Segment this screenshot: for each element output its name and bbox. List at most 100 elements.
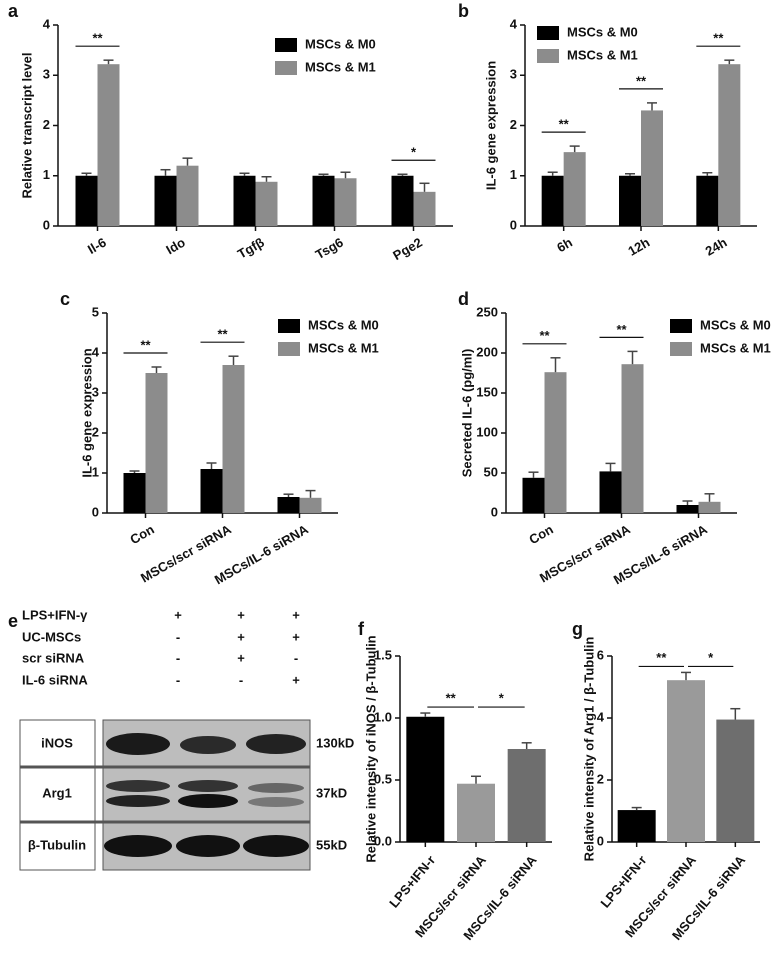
y-axis-title: IL-6 gene expression bbox=[483, 61, 498, 190]
condition-mark: + bbox=[174, 607, 182, 622]
significance-label: ** bbox=[140, 337, 151, 352]
bar bbox=[154, 175, 177, 226]
condition-label: IL-6 siRNA bbox=[22, 672, 88, 687]
x-tick-label: 6h bbox=[554, 235, 575, 256]
bar bbox=[299, 497, 322, 513]
y-tick-label: 0.0 bbox=[374, 833, 392, 848]
significance-label: ** bbox=[92, 31, 103, 46]
condition-mark: + bbox=[237, 629, 245, 644]
bar bbox=[312, 175, 335, 226]
panel-letter: c bbox=[60, 289, 70, 309]
x-tick-label: Con bbox=[526, 522, 555, 548]
bar bbox=[277, 497, 300, 513]
bar bbox=[522, 477, 545, 513]
y-tick-label: 200 bbox=[476, 344, 498, 359]
legend-swatch bbox=[275, 38, 297, 52]
significance-label: ** bbox=[559, 117, 570, 132]
x-tick-label: LPS+IFN-r bbox=[597, 852, 649, 910]
legend-label: MSCs & M1 bbox=[567, 47, 638, 62]
y-axis-title: Relative intensity of iNOS / β-Tubulin bbox=[363, 635, 378, 862]
bar bbox=[718, 64, 741, 226]
y-axis-title: Relative transcript level bbox=[19, 53, 34, 199]
bar bbox=[97, 64, 120, 226]
y-tick-label: 0 bbox=[510, 217, 517, 232]
bar bbox=[544, 372, 567, 513]
bar bbox=[406, 716, 445, 842]
significance-label: * bbox=[499, 690, 505, 705]
bar bbox=[200, 469, 223, 513]
condition-mark: + bbox=[237, 650, 245, 665]
y-tick-label: 3 bbox=[92, 384, 99, 399]
bar bbox=[334, 178, 357, 226]
legend-label: MSCs & M1 bbox=[308, 340, 379, 355]
condition-label: scr siRNA bbox=[22, 650, 85, 665]
bar bbox=[563, 152, 586, 226]
band-name: iNOS bbox=[41, 735, 73, 750]
legend-label: MSCs & M0 bbox=[308, 317, 379, 332]
blot-panel: e bbox=[8, 611, 311, 871]
bar bbox=[621, 364, 644, 513]
bar bbox=[457, 783, 495, 842]
significance-label: * bbox=[708, 650, 714, 665]
legend-swatch bbox=[275, 61, 297, 75]
x-tick-label: Pge2 bbox=[390, 235, 424, 264]
significance-label: ** bbox=[713, 31, 724, 46]
x-tick-label: Ido bbox=[163, 235, 187, 258]
band bbox=[243, 835, 309, 857]
y-tick-label: 100 bbox=[476, 424, 498, 439]
bar bbox=[667, 680, 705, 842]
legend-label: MSCs & M0 bbox=[305, 36, 376, 51]
band bbox=[246, 734, 306, 754]
bar bbox=[599, 471, 622, 513]
significance-label: ** bbox=[656, 650, 667, 665]
legend-label: MSCs & M1 bbox=[305, 59, 376, 74]
band-size: 37kD bbox=[316, 785, 347, 800]
condition-label: LPS+IFN-γ bbox=[22, 607, 88, 622]
x-tick-label: Tsg6 bbox=[313, 235, 346, 263]
y-tick-label: 250 bbox=[476, 304, 498, 319]
bar bbox=[145, 373, 168, 513]
band bbox=[106, 795, 170, 807]
y-axis-title: Secreted IL-6 (pg/ml) bbox=[459, 349, 474, 478]
band-size: 130kD bbox=[316, 735, 354, 750]
y-axis-title: Relative intensity of Arg1 / β-Tubulin bbox=[581, 637, 596, 862]
bar bbox=[617, 810, 656, 842]
band bbox=[248, 797, 304, 807]
band bbox=[106, 780, 170, 792]
band bbox=[178, 780, 238, 792]
condition-mark: + bbox=[237, 607, 245, 622]
significance-label: * bbox=[411, 145, 417, 160]
panel-letter: b bbox=[458, 1, 469, 21]
panel-letter: d bbox=[458, 289, 469, 309]
y-tick-label: 6 bbox=[597, 647, 604, 662]
legend-swatch bbox=[278, 319, 300, 333]
band bbox=[178, 794, 238, 808]
y-tick-label: 4 bbox=[43, 16, 51, 31]
y-tick-label: 0 bbox=[491, 504, 498, 519]
x-tick-label: 24h bbox=[703, 235, 730, 259]
band bbox=[180, 736, 236, 754]
condition-mark: + bbox=[292, 629, 300, 644]
band bbox=[248, 783, 304, 793]
y-tick-label: 3 bbox=[43, 67, 50, 82]
legend-swatch bbox=[537, 26, 559, 40]
panel-letter: a bbox=[8, 1, 19, 21]
panel-letter: f bbox=[358, 619, 365, 639]
condition-mark: - bbox=[294, 650, 298, 665]
bar bbox=[698, 501, 721, 513]
y-tick-label: 4 bbox=[92, 344, 100, 359]
y-tick-label: 4 bbox=[510, 16, 518, 31]
significance-label: ** bbox=[217, 327, 228, 342]
y-tick-label: 3 bbox=[510, 67, 517, 82]
bar bbox=[413, 191, 436, 226]
y-tick-label: 4 bbox=[597, 709, 605, 724]
y-axis-title: IL-6 gene expression bbox=[79, 348, 94, 477]
y-tick-label: 2 bbox=[43, 117, 50, 132]
bar bbox=[176, 165, 199, 226]
y-tick-label: 2 bbox=[597, 771, 604, 786]
x-tick-label: 12h bbox=[625, 235, 652, 259]
y-tick-label: 0.5 bbox=[374, 771, 392, 786]
y-tick-label: 150 bbox=[476, 384, 498, 399]
condition-mark: - bbox=[176, 650, 180, 665]
